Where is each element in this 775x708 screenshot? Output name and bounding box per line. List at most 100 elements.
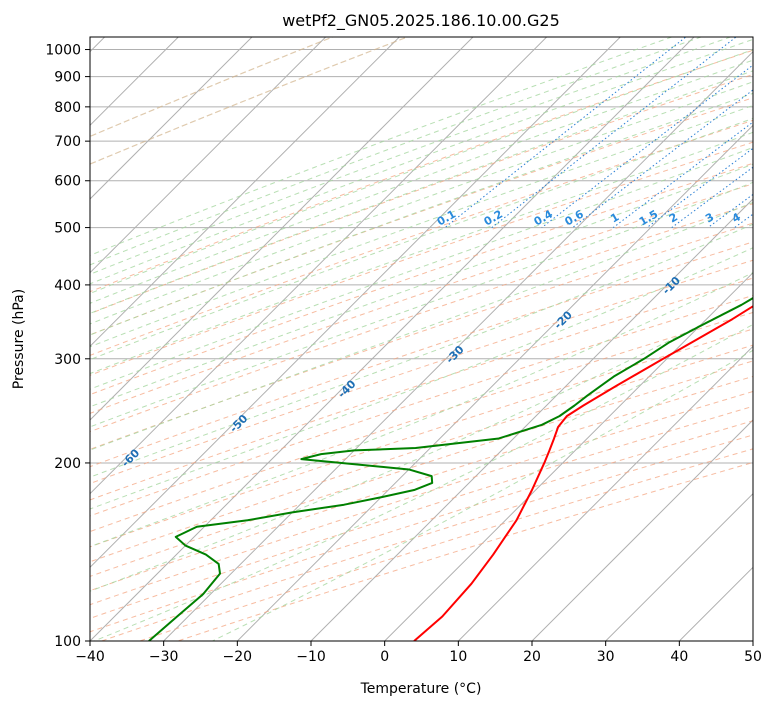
dry-adiabat-line xyxy=(90,277,753,501)
dry-adiabat-line xyxy=(90,49,753,293)
isotherm-line xyxy=(383,271,753,641)
dry-adiabat-line xyxy=(90,141,753,376)
moist-adiabat-line xyxy=(90,37,703,266)
moist-adiabat-line xyxy=(90,81,753,325)
mixing-ratio-label: 4 xyxy=(730,210,743,225)
mixing-ratio-label: 0.2 xyxy=(482,207,505,228)
mixing-ratio-label: 0.4 xyxy=(532,207,556,228)
isotherm-line xyxy=(457,345,753,641)
x-tick-label: −20 xyxy=(223,649,253,665)
dry-adiabat-label: -10 xyxy=(660,274,683,297)
x-tick-label: 20 xyxy=(523,649,541,665)
x-tick-label: 30 xyxy=(597,649,615,665)
moist-adiabat-line xyxy=(90,297,753,592)
dry-adiabat-line xyxy=(90,222,753,450)
isotherm-line xyxy=(90,37,548,495)
mixing-ratio-line xyxy=(491,37,737,228)
dry-adiabat-line xyxy=(90,420,753,633)
moist-adiabat-line xyxy=(90,37,732,275)
dry-adiabat-label: -70 xyxy=(11,481,34,504)
dry-adiabat-line xyxy=(90,162,753,396)
y-tick-label: 600 xyxy=(54,174,81,190)
x-tick-label: −10 xyxy=(296,649,326,665)
chart-title: wetPf2_GN05.2025.186.10.00.G25 xyxy=(282,11,560,31)
mixing-ratio-label: 1.5 xyxy=(637,207,660,228)
dry-adiabat-line xyxy=(90,183,753,414)
mixing-ratio-line xyxy=(707,193,753,228)
dry-adiabat-label: -50 xyxy=(227,412,250,435)
isotherm-line xyxy=(604,492,753,641)
x-tick-label: 10 xyxy=(449,649,467,665)
y-tick-label: 100 xyxy=(54,634,81,650)
dry-adiabat-line xyxy=(90,405,753,619)
moist-adiabat-line xyxy=(90,146,753,390)
moist-adiabat-line xyxy=(90,59,753,304)
dry-adiabat-line xyxy=(90,311,753,533)
dry-adiabat-line xyxy=(90,37,335,138)
y-tick-label: 900 xyxy=(54,70,81,86)
moist-adiabat-line xyxy=(92,323,753,641)
y-tick-label: 300 xyxy=(54,352,81,368)
dry-adiabat-line xyxy=(90,360,753,577)
moist-adiabat-line xyxy=(90,70,753,314)
dry-adiabat-line xyxy=(90,375,753,592)
y-axis: 100 200 300 400 500 600 700 800 900 1000 xyxy=(45,43,90,650)
moist-adiabat-line xyxy=(90,272,753,548)
moist-adiabat-line xyxy=(90,181,753,428)
dry-adiabat-line xyxy=(90,73,753,315)
moist-adiabat-line xyxy=(90,163,753,408)
x-tick-label: 50 xyxy=(744,649,762,665)
dry-adiabat-label: -30 xyxy=(443,343,466,366)
dry-adiabat-line xyxy=(90,119,753,356)
background-lines xyxy=(90,37,753,641)
moist-adiabat-line xyxy=(90,104,753,348)
dry-adiabat-label: -20 xyxy=(552,308,575,331)
mixing-ratio-line xyxy=(734,213,753,228)
moist-adiabat-line xyxy=(90,37,674,256)
isotherm-line xyxy=(90,37,327,274)
isotherm-line xyxy=(90,37,474,421)
mixing-ratio-label: 1 xyxy=(608,210,621,225)
y-tick-label: 1000 xyxy=(45,43,81,59)
y-tick-label: 800 xyxy=(54,100,81,116)
profile-series xyxy=(148,296,753,641)
x-tick-label: 0 xyxy=(380,649,389,665)
x-axis-title: Temperature (°C) xyxy=(360,681,482,697)
isotherm-line xyxy=(90,37,253,200)
x-tick-label: −40 xyxy=(75,649,105,665)
mixing-ratio-label: 0.1 xyxy=(435,207,458,228)
x-axis: −40 −30 −20 −10 0 10 20 30 40 50 xyxy=(75,641,762,665)
mixing-ratio-line xyxy=(444,37,687,228)
moist-adiabat-line xyxy=(90,92,753,336)
moist-adiabat-line xyxy=(90,223,753,478)
isotherm-line xyxy=(90,37,622,569)
mixing-ratio-line xyxy=(572,89,753,228)
moist-adiabat-line xyxy=(90,247,753,510)
isotherm-line xyxy=(752,640,753,641)
mixing-ratio-line xyxy=(671,166,753,228)
mixing-ratio-label: 2 xyxy=(667,210,680,225)
mixing-ratio-line xyxy=(541,64,753,228)
dry-adiabat-line xyxy=(90,344,753,563)
isotherm-line xyxy=(678,566,753,641)
isotherm-line xyxy=(90,37,401,348)
y-tick-label: 500 xyxy=(54,221,81,237)
y-tick-label: 700 xyxy=(54,134,81,150)
dry-adiabat-line xyxy=(90,328,753,548)
moist-adiabat-line xyxy=(90,201,753,451)
moist-adiabat-line xyxy=(90,38,753,285)
isotherm-line xyxy=(236,124,753,641)
isotherm-line xyxy=(531,419,753,641)
dry-adiabat-line xyxy=(90,390,753,606)
moist-adiabat-line xyxy=(90,131,753,375)
isotherm-line xyxy=(310,198,753,641)
dry-adiabat-label: -40 xyxy=(335,377,358,400)
moist-adiabat-line xyxy=(90,117,753,361)
x-tick-label: 40 xyxy=(670,649,688,665)
dewpoint-line xyxy=(148,296,753,641)
mixing-ratio-line xyxy=(612,121,753,228)
y-tick-label: 200 xyxy=(54,456,81,472)
x-tick-label: −30 xyxy=(149,649,179,665)
dry-adiabat-line xyxy=(90,241,753,468)
